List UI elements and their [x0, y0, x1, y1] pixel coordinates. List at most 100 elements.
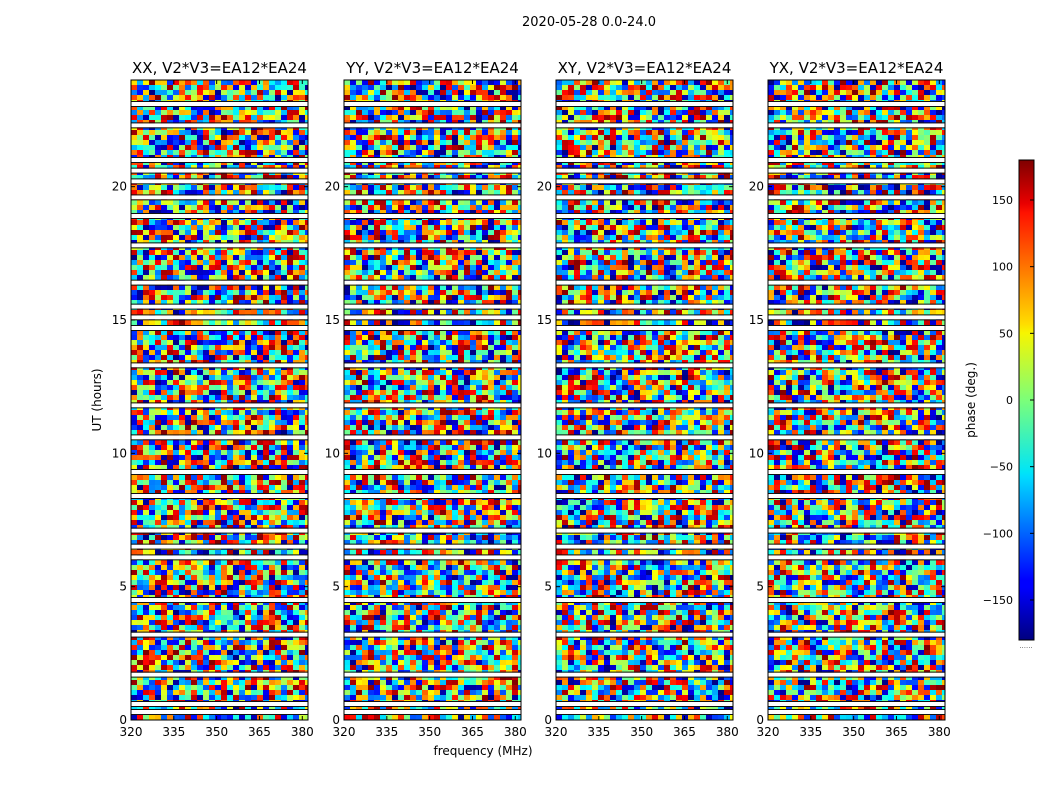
heat-cell [476, 150, 482, 155]
heat-cell [209, 650, 215, 655]
heat-cell [209, 695, 215, 700]
heat-cell [233, 90, 239, 95]
heat-cell [362, 115, 368, 120]
heat-cell [392, 250, 398, 255]
heat-cell [185, 145, 191, 150]
heat-cell [488, 230, 494, 235]
heat-cell [143, 575, 149, 580]
heat-cell [422, 225, 428, 230]
heat-cell [143, 640, 149, 645]
heat-cell [149, 425, 155, 430]
heat-cell [221, 335, 227, 340]
heat-cell [161, 565, 167, 570]
heat-cell [233, 185, 239, 190]
heat-cell [293, 645, 299, 650]
heat-cell [446, 85, 452, 90]
heat-cell [209, 130, 215, 135]
heat-cell [179, 290, 185, 295]
heat-cell [380, 85, 386, 90]
heat-cell [179, 90, 185, 95]
heat-cell [299, 560, 305, 565]
heat-cell [275, 350, 281, 355]
heat-cell [233, 690, 239, 695]
heat-cell [227, 115, 233, 120]
heat-cell [173, 225, 179, 230]
heat-cell [368, 145, 374, 150]
heat-cell [221, 135, 227, 140]
heat-cell [131, 585, 137, 590]
heat-cell [161, 425, 167, 430]
heat-cell [281, 285, 287, 290]
heat-cell [263, 640, 269, 645]
heat-cell [281, 380, 287, 385]
heat-cell [161, 440, 167, 445]
heat-cell [215, 485, 221, 490]
heat-cell [233, 95, 239, 100]
heat-cell [197, 505, 203, 510]
heat-cell [215, 410, 221, 415]
heat-cell [143, 560, 149, 565]
heat-cell [215, 200, 221, 205]
heat-cell [209, 380, 215, 385]
heat-cell [161, 450, 167, 455]
heat-cell [203, 235, 209, 240]
heat-cell [179, 560, 185, 565]
flag-gap [131, 470, 308, 474]
heat-cell [506, 205, 512, 210]
heat-cell [185, 550, 191, 555]
heat-cell [143, 335, 149, 340]
heat-cell [197, 455, 203, 460]
heat-cell [191, 260, 197, 265]
heat-cell [392, 130, 398, 135]
heat-cell [197, 575, 203, 580]
heat-cell [227, 580, 233, 585]
heat-cell [227, 285, 233, 290]
heat-cell [263, 85, 269, 90]
heat-cell [131, 345, 137, 350]
heat-cell [167, 290, 173, 295]
heat-cell [452, 230, 458, 235]
heat-cell [203, 575, 209, 580]
heat-cell [155, 640, 161, 645]
heat-cell [137, 580, 143, 585]
heat-cell [197, 140, 203, 145]
heat-cell [179, 460, 185, 465]
heat-cell [374, 115, 380, 120]
heat-cell [221, 515, 227, 520]
heat-cell [269, 145, 275, 150]
heat-cell [257, 500, 263, 505]
heat-cell [233, 695, 239, 700]
heat-cell [203, 255, 209, 260]
heat-cell [239, 410, 245, 415]
heat-cell [209, 475, 215, 480]
heat-cell [143, 310, 149, 315]
heat-cell [344, 135, 350, 140]
heat-cell [173, 570, 179, 575]
heat-cell [269, 460, 275, 465]
heat-cell [227, 415, 233, 420]
heat-cell [476, 185, 482, 190]
heat-cell [281, 430, 287, 435]
heat-cell [161, 135, 167, 140]
heat-cell [257, 150, 263, 155]
heat-cell [245, 455, 251, 460]
heat-cell [464, 130, 470, 135]
heat-cell [299, 185, 305, 190]
heat-cell [287, 680, 293, 685]
heat-cell [281, 395, 287, 400]
heat-cell [227, 535, 233, 540]
heat-cell [185, 500, 191, 505]
heat-cell [227, 590, 233, 595]
heat-cell [149, 145, 155, 150]
heat-cell [215, 395, 221, 400]
heat-cell [356, 185, 362, 190]
heat-cell [287, 685, 293, 690]
heat-cell [356, 205, 362, 210]
heat-cell [137, 565, 143, 570]
heat-cell [239, 380, 245, 385]
heat-cell [179, 500, 185, 505]
heat-cell [215, 460, 221, 465]
heat-cell [185, 640, 191, 645]
heat-cell [131, 665, 137, 670]
heat-cell [446, 90, 452, 95]
